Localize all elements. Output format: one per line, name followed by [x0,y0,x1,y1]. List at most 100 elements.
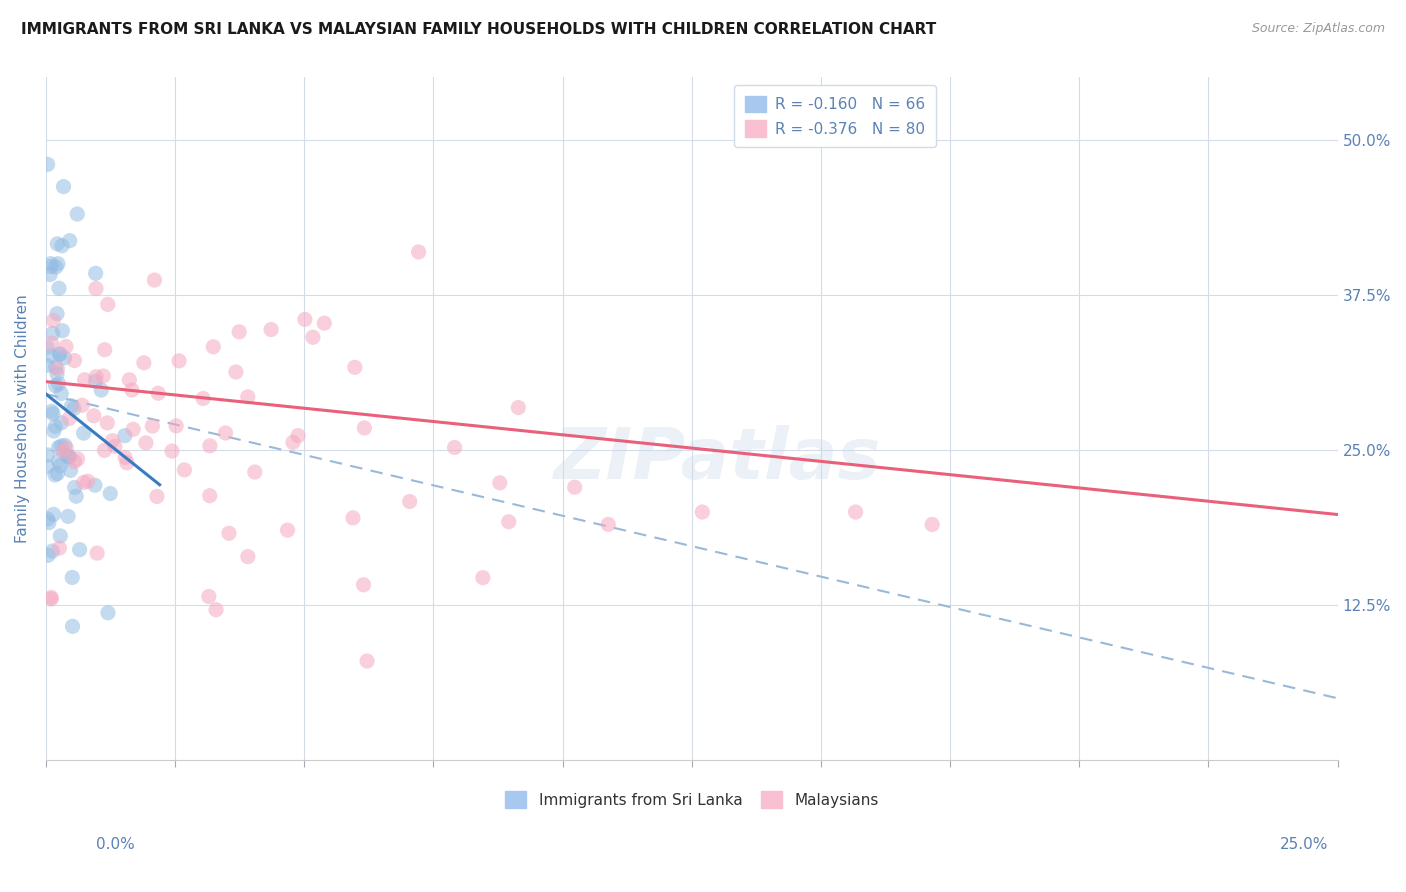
Point [39,591,62,606]
Point [45,360,67,375]
Point [173,463,195,477]
Point [41,544,63,558]
Point [46,367,69,381]
Point [59,234,82,248]
Point [55,442,77,456]
Point [121,383,143,397]
Point [51,439,73,453]
Point [45,260,67,274]
Point [41,336,63,351]
Point [488,475,510,490]
Point [84,369,107,384]
Point [58,450,80,464]
Point [564,480,586,494]
Point [508,401,530,415]
Point [35,359,58,373]
Point [48,441,70,455]
Point [198,590,221,604]
Point [214,425,236,440]
Point [104,439,127,453]
Point [72,426,94,441]
Point [122,422,145,436]
Text: Source: ZipAtlas.com: Source: ZipAtlas.com [1251,22,1385,36]
Point [42,424,65,438]
Point [141,419,163,434]
Point [55,449,77,463]
Point [46,307,69,321]
Point [52,179,75,194]
Point [37,512,59,526]
Point [44,467,66,482]
Point [48,454,70,468]
Point [353,421,375,435]
Point [60,399,83,413]
Point [59,463,82,477]
Point [51,324,73,338]
Point [277,523,299,537]
Point [42,508,65,522]
Point [41,349,63,363]
Point [42,313,65,327]
Point [97,606,120,620]
Point [356,654,378,668]
Point [51,386,73,401]
Point [598,517,620,532]
Point [198,439,221,453]
Point [49,347,72,361]
Point [69,542,91,557]
Point [135,435,157,450]
Point [198,489,221,503]
Point [97,297,120,311]
Point [236,390,259,404]
Point [236,549,259,564]
Point [55,339,77,353]
Text: ZIPatlas: ZIPatlas [554,425,882,494]
Point [44,419,66,434]
Point [42,407,65,421]
Point [343,360,366,375]
Point [37,448,59,462]
Point [692,505,714,519]
Point [281,435,304,450]
Point [84,478,107,492]
Point [191,392,214,406]
Point [408,244,430,259]
Point [63,353,86,368]
Point [63,480,86,494]
Point [44,378,66,392]
Point [76,474,98,488]
Point [294,312,316,326]
Point [84,374,107,388]
Point [84,281,107,295]
Point [72,475,94,490]
Point [302,330,325,344]
Point [39,260,62,274]
Point [143,273,166,287]
Point [260,322,283,336]
Point [132,356,155,370]
Point [58,411,80,425]
Point [48,281,70,295]
Point [160,444,183,458]
Point [225,365,247,379]
Point [52,444,75,458]
Point [96,416,118,430]
Point [398,494,420,508]
Point [41,326,63,341]
Point [39,257,62,271]
Point [90,383,112,397]
Point [146,490,169,504]
Point [46,257,69,271]
Point [98,486,121,500]
Point [48,376,70,391]
Point [91,369,114,384]
Point [314,316,336,330]
Y-axis label: Family Households with Children: Family Households with Children [15,294,30,543]
Point [56,509,79,524]
Point [118,373,141,387]
Point [114,450,136,465]
Point [65,489,87,503]
Point [37,157,59,171]
Text: 0.0%: 0.0% [96,837,135,852]
Point [62,619,84,633]
